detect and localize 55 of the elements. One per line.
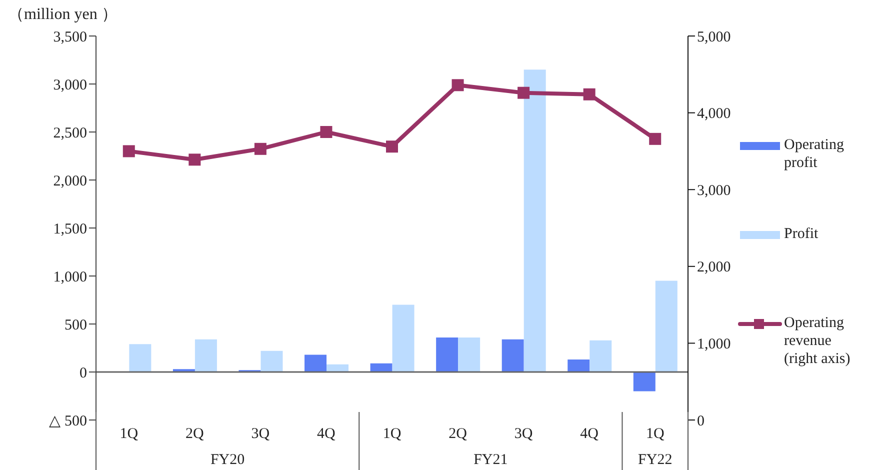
y2-tick-label: 0: [697, 413, 704, 430]
text: FY21: [474, 452, 508, 468]
bar: [524, 70, 546, 372]
y2-tick-label: 3,000: [697, 182, 731, 199]
bar: [502, 339, 524, 372]
bar: [304, 354, 327, 372]
bar: [458, 337, 480, 372]
y-tick-label: 1,500: [53, 221, 87, 238]
point: [649, 132, 662, 145]
bar: [633, 372, 656, 392]
bar: [326, 364, 349, 372]
x-tick-label: 1Q: [646, 426, 664, 442]
bar: [370, 363, 392, 372]
point: [452, 79, 464, 92]
y-tick-label: △ 500: [48, 413, 87, 430]
x-tick-label: 3Q: [251, 426, 270, 442]
legend-label: Operating revenue (right axis): [784, 314, 852, 368]
y-tick-label: 2,500: [53, 125, 87, 142]
y-tick-label: 2,000: [53, 173, 87, 190]
point: [122, 145, 135, 158]
bar: [129, 344, 152, 372]
y2-tick-label: 5,000: [697, 29, 731, 46]
bar: [590, 340, 612, 372]
legend-label: Operating profit: [784, 136, 845, 172]
bar: [655, 280, 678, 372]
x-tick-label: 2Q: [448, 426, 468, 442]
point: [320, 126, 332, 138]
y-tick-label: 1,000: [53, 269, 87, 286]
y2-tick-label: 2,000: [697, 260, 731, 276]
bar: [392, 304, 414, 372]
y-tick-label: 500: [64, 317, 87, 334]
bar: [568, 360, 590, 372]
x-tick-label: 3Q: [514, 426, 533, 442]
y-tick-label: 0: [80, 365, 87, 382]
point: [254, 142, 266, 155]
bar: [436, 337, 458, 372]
bar: [194, 339, 217, 372]
x-tick-label: 1Q: [120, 426, 138, 442]
text: FY20: [210, 452, 245, 468]
bar: [260, 350, 283, 372]
y2-tick-label: 1,000: [697, 336, 731, 353]
x-tick-label: 2Q: [185, 426, 204, 442]
point: [386, 140, 398, 153]
point: [188, 154, 201, 166]
point: [518, 86, 530, 99]
point: [583, 88, 596, 100]
y-tick-label: 3,500: [53, 29, 87, 46]
x-tick-label: 4Q: [580, 426, 599, 442]
y2-tick-label: 4,000: [697, 106, 731, 122]
x-tick-label: 1Q: [382, 426, 402, 442]
text: FY22: [638, 452, 672, 468]
legend-label: Profit: [784, 225, 820, 243]
x-tick-label: 4Q: [317, 426, 336, 442]
y-tick-label: 3,000: [53, 77, 87, 94]
y-axis-title: （million yen ）: [8, 5, 118, 25]
